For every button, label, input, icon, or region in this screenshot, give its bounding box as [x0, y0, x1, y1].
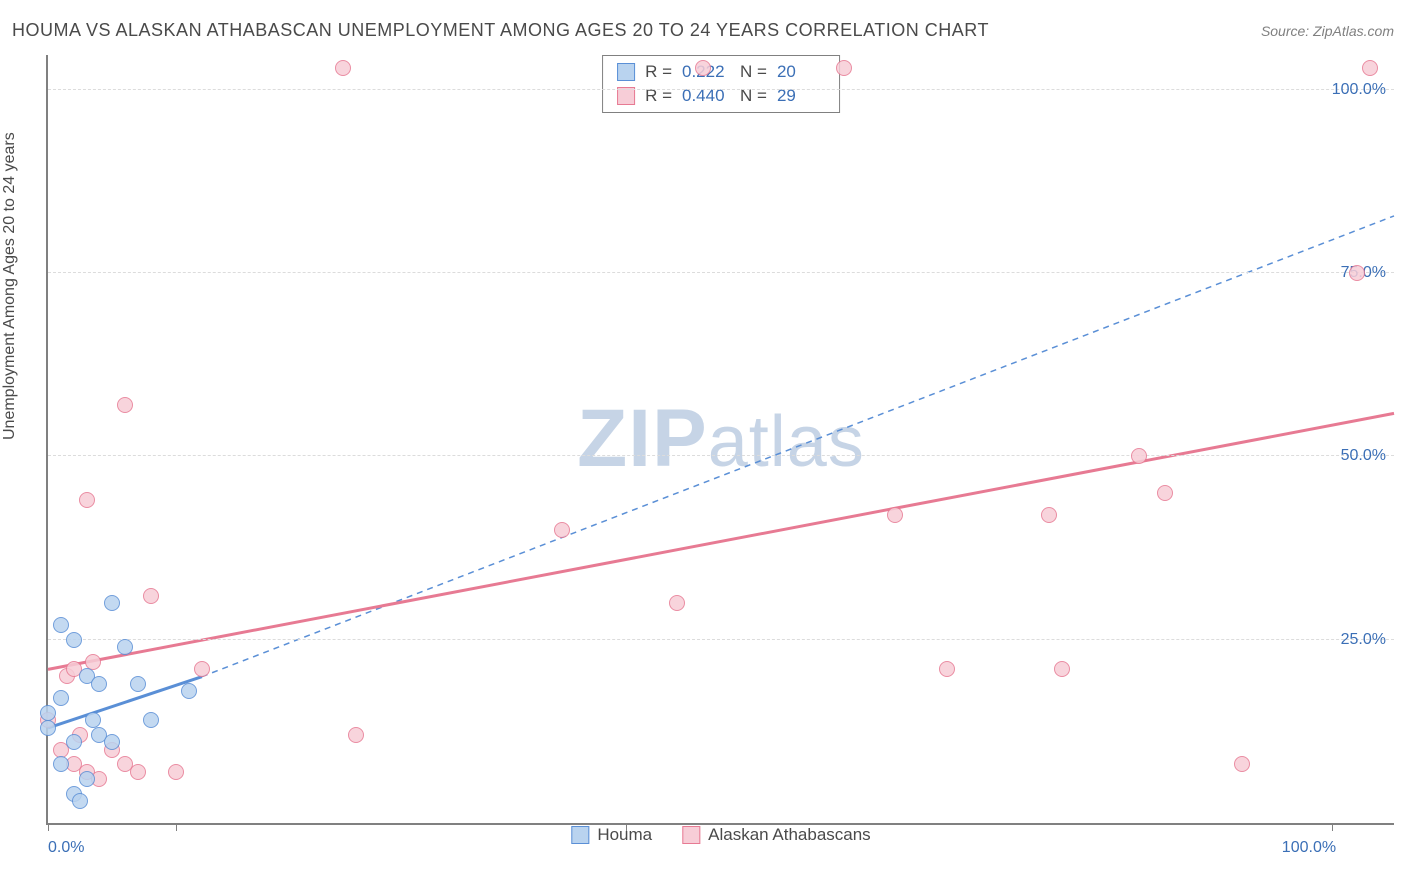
x-tick-label: 0.0%	[48, 839, 84, 857]
data-point	[1054, 661, 1070, 677]
source-attribution: Source: ZipAtlas.com	[1261, 23, 1394, 39]
x-tick	[176, 823, 177, 831]
data-point	[66, 632, 82, 648]
data-point	[1131, 448, 1147, 464]
trend-line	[48, 413, 1394, 669]
data-point	[168, 764, 184, 780]
data-point	[104, 595, 120, 611]
data-point	[695, 60, 711, 76]
data-point	[40, 705, 56, 721]
data-point	[181, 683, 197, 699]
data-point	[1362, 60, 1378, 76]
data-point	[335, 60, 351, 76]
chart-title: HOUMA VS ALASKAN ATHABASCAN UNEMPLOYMENT…	[12, 20, 989, 41]
data-point	[53, 756, 69, 772]
legend-item: Houma	[571, 825, 652, 845]
series-legend: Houma Alaskan Athabascans	[571, 819, 870, 845]
data-point	[79, 492, 95, 508]
data-point	[104, 734, 120, 750]
data-point	[1349, 265, 1365, 281]
x-tick	[48, 823, 49, 831]
data-point	[1234, 756, 1250, 772]
data-point	[1157, 485, 1173, 501]
data-point	[72, 793, 88, 809]
x-tick	[626, 823, 627, 831]
data-point	[554, 522, 570, 538]
data-point	[143, 588, 159, 604]
correlation-stats-box: R =0.222N =20R =0.440N =29	[602, 55, 840, 113]
data-point	[887, 507, 903, 523]
data-point	[40, 720, 56, 736]
data-point	[348, 727, 364, 743]
gridline-h	[48, 639, 1394, 640]
title-bar: HOUMA VS ALASKAN ATHABASCAN UNEMPLOYMENT…	[12, 20, 1394, 41]
legend-item: Alaskan Athabascans	[682, 825, 871, 845]
data-point	[66, 734, 82, 750]
gridline-h	[48, 455, 1394, 456]
trend-lines	[48, 55, 1394, 823]
trend-line	[48, 677, 202, 728]
stats-row: R =0.440N =29	[617, 84, 825, 108]
data-point	[53, 690, 69, 706]
legend-swatch	[682, 826, 700, 844]
data-point	[1041, 507, 1057, 523]
data-point	[836, 60, 852, 76]
data-point	[130, 676, 146, 692]
data-point	[117, 397, 133, 413]
legend-swatch	[571, 826, 589, 844]
legend-swatch	[617, 63, 635, 81]
n-value: 20	[777, 62, 825, 82]
stats-row: R =0.222N =20	[617, 60, 825, 84]
gridline-h	[48, 272, 1394, 273]
data-point	[939, 661, 955, 677]
data-point	[194, 661, 210, 677]
n-label: N =	[740, 62, 767, 82]
data-point	[130, 764, 146, 780]
y-tick-label: 50.0%	[1341, 447, 1386, 465]
y-tick-label: 25.0%	[1341, 631, 1386, 649]
x-tick-label: 100.0%	[1282, 839, 1336, 857]
data-point	[669, 595, 685, 611]
data-point	[91, 676, 107, 692]
legend-swatch	[617, 87, 635, 105]
data-point	[79, 771, 95, 787]
gridline-h	[48, 89, 1394, 90]
data-point	[85, 712, 101, 728]
scatter-plot: ZIPatlas R =0.222N =20R =0.440N =29 Houm…	[46, 55, 1394, 825]
legend-label: Alaskan Athabascans	[708, 825, 871, 845]
y-tick-label: 100.0%	[1332, 81, 1386, 99]
r-label: R =	[645, 62, 672, 82]
data-point	[53, 617, 69, 633]
data-point	[143, 712, 159, 728]
x-tick	[1332, 823, 1333, 831]
y-axis-label: Unemployment Among Ages 20 to 24 years	[1, 132, 19, 440]
data-point	[85, 654, 101, 670]
data-point	[117, 639, 133, 655]
